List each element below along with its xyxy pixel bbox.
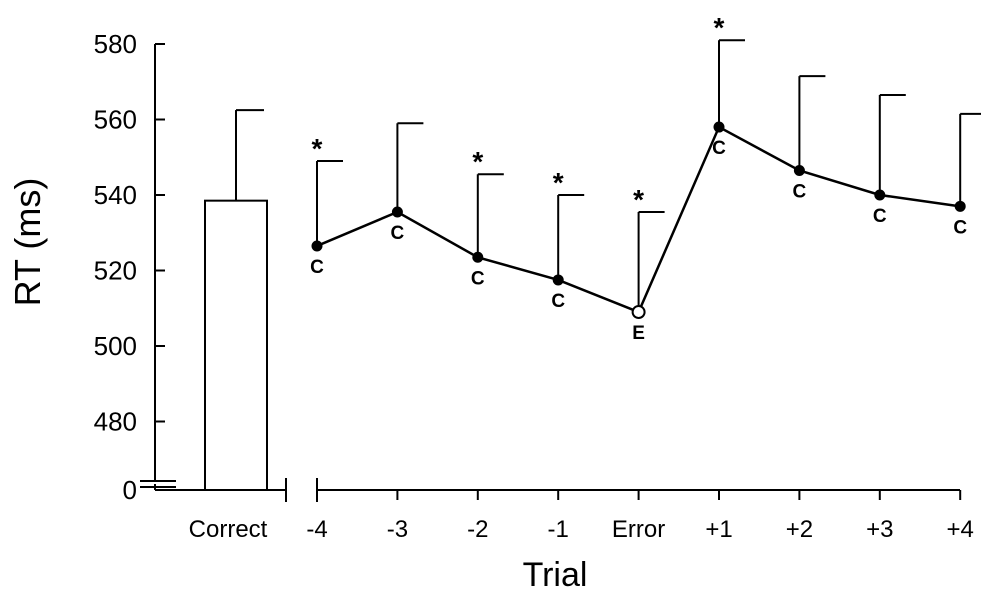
bar-group: Correct — [189, 109, 268, 543]
significance-marker: * — [312, 133, 323, 164]
x-tick-label: +2 — [786, 516, 813, 543]
x-tick-label: +3 — [866, 516, 893, 543]
point-label: C — [953, 217, 967, 238]
point-label: C — [712, 138, 726, 159]
point-label: C — [873, 206, 887, 227]
data-point — [552, 274, 564, 286]
x-tick-label: +4 — [947, 516, 974, 543]
y-tick-label: 540 — [94, 180, 137, 210]
y-tick-label: 480 — [94, 407, 137, 437]
data-point — [311, 240, 323, 252]
data-point — [391, 206, 403, 218]
significance-marker: * — [553, 167, 564, 198]
y-tick-label: 500 — [94, 331, 137, 361]
data-point — [954, 200, 966, 212]
x-axis-label: Trial — [523, 556, 588, 594]
axes: 580 560 540 520 500 480 0 — [94, 29, 960, 505]
significance-marker: * — [633, 184, 644, 215]
x-tick-label: -3 — [387, 516, 408, 543]
y-axis-label: RT (ms) — [7, 178, 48, 307]
y-tick-label: 520 — [94, 256, 137, 286]
x-tick-label: -4 — [306, 516, 327, 543]
y-tick-label: 0 — [123, 475, 137, 505]
bar-correct — [204, 199, 268, 491]
data-point — [472, 251, 484, 263]
data-point-error — [631, 305, 646, 320]
data-point — [713, 121, 725, 133]
x-tick-label: -2 — [467, 516, 488, 543]
significance-marker: * — [472, 146, 483, 177]
point-label: C — [471, 268, 485, 289]
x-tick-label: -1 — [548, 516, 569, 543]
y-tick-label: 560 — [94, 105, 137, 135]
significance-marker: * — [714, 12, 725, 43]
y-tick-label: 580 — [94, 29, 137, 59]
data-point — [793, 164, 805, 176]
point-label: C — [793, 181, 807, 202]
x-tick-label: Error — [612, 516, 665, 543]
point-label: E — [632, 323, 645, 344]
series-group: C * -4 C -3 C * -2 C * -1 E * Error C * +1 C +2 C +3 C +4 — [306, 12, 981, 543]
data-point — [874, 189, 886, 201]
point-label: C — [310, 257, 324, 278]
point-label: C — [391, 223, 405, 244]
x-tick-label: Correct — [189, 516, 268, 543]
point-label: C — [551, 291, 565, 312]
x-tick-label: +1 — [705, 516, 732, 543]
